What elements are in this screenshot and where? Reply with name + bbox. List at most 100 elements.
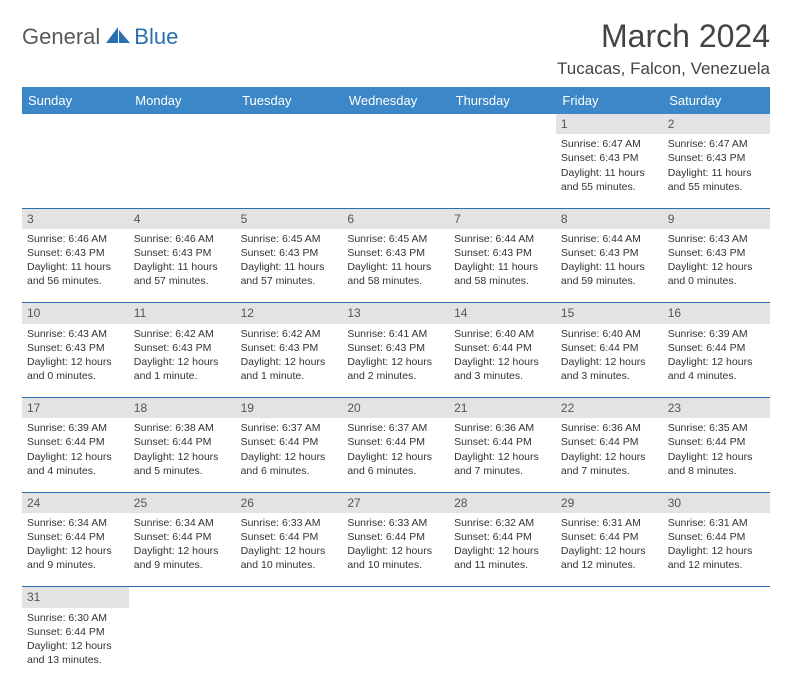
day-details: Sunrise: 6:37 AMSunset: 6:44 PMDaylight:… xyxy=(347,421,444,478)
day-number-cell: 24 xyxy=(22,492,129,513)
day-content-row: Sunrise: 6:34 AMSunset: 6:44 PMDaylight:… xyxy=(22,513,770,587)
day-details: Sunrise: 6:37 AMSunset: 6:44 PMDaylight:… xyxy=(241,421,338,478)
day-number-cell: 19 xyxy=(236,398,343,419)
day-number-cell xyxy=(129,587,236,608)
day-content-cell: Sunrise: 6:33 AMSunset: 6:44 PMDaylight:… xyxy=(236,513,343,587)
day-number-cell: 9 xyxy=(663,208,770,229)
day-number-cell: 13 xyxy=(342,303,449,324)
day-details: Sunrise: 6:45 AMSunset: 6:43 PMDaylight:… xyxy=(347,232,444,289)
day-details: Sunrise: 6:39 AMSunset: 6:44 PMDaylight:… xyxy=(27,421,124,478)
day-details: Sunrise: 6:31 AMSunset: 6:44 PMDaylight:… xyxy=(561,516,658,573)
day-content-cell: Sunrise: 6:36 AMSunset: 6:44 PMDaylight:… xyxy=(556,418,663,492)
day-content-cell: Sunrise: 6:43 AMSunset: 6:43 PMDaylight:… xyxy=(663,229,770,303)
day-number-cell: 17 xyxy=(22,398,129,419)
day-content-cell: Sunrise: 6:31 AMSunset: 6:44 PMDaylight:… xyxy=(663,513,770,587)
day-details: Sunrise: 6:36 AMSunset: 6:44 PMDaylight:… xyxy=(561,421,658,478)
day-details: Sunrise: 6:32 AMSunset: 6:44 PMDaylight:… xyxy=(454,516,551,573)
day-content-row: Sunrise: 6:47 AMSunset: 6:43 PMDaylight:… xyxy=(22,134,770,208)
day-number-cell: 23 xyxy=(663,398,770,419)
day-number-cell: 5 xyxy=(236,208,343,229)
day-number-cell: 21 xyxy=(449,398,556,419)
day-details: Sunrise: 6:34 AMSunset: 6:44 PMDaylight:… xyxy=(27,516,124,573)
brand-logo: General Blue xyxy=(22,24,178,50)
day-details: Sunrise: 6:33 AMSunset: 6:44 PMDaylight:… xyxy=(241,516,338,573)
day-content-cell: Sunrise: 6:35 AMSunset: 6:44 PMDaylight:… xyxy=(663,418,770,492)
day-number-cell xyxy=(449,587,556,608)
day-content-cell: Sunrise: 6:40 AMSunset: 6:44 PMDaylight:… xyxy=(449,324,556,398)
title-block: March 2024 Tucacas, Falcon, Venezuela xyxy=(557,18,770,79)
day-content-row: Sunrise: 6:46 AMSunset: 6:43 PMDaylight:… xyxy=(22,229,770,303)
day-number-cell xyxy=(449,114,556,134)
day-number-cell xyxy=(22,114,129,134)
day-content-cell: Sunrise: 6:38 AMSunset: 6:44 PMDaylight:… xyxy=(129,418,236,492)
day-number-cell xyxy=(342,114,449,134)
day-content-cell: Sunrise: 6:45 AMSunset: 6:43 PMDaylight:… xyxy=(342,229,449,303)
daynum-row: 24252627282930 xyxy=(22,492,770,513)
day-details: Sunrise: 6:47 AMSunset: 6:43 PMDaylight:… xyxy=(668,137,765,194)
day-number-cell: 18 xyxy=(129,398,236,419)
day-content-cell: Sunrise: 6:42 AMSunset: 6:43 PMDaylight:… xyxy=(236,324,343,398)
day-content-cell xyxy=(449,134,556,208)
day-content-cell xyxy=(342,608,449,682)
day-details: Sunrise: 6:36 AMSunset: 6:44 PMDaylight:… xyxy=(454,421,551,478)
day-number-cell xyxy=(236,114,343,134)
day-content-cell xyxy=(129,134,236,208)
day-number-cell: 27 xyxy=(342,492,449,513)
day-content-cell: Sunrise: 6:47 AMSunset: 6:43 PMDaylight:… xyxy=(663,134,770,208)
day-details: Sunrise: 6:42 AMSunset: 6:43 PMDaylight:… xyxy=(134,327,231,384)
day-content-cell: Sunrise: 6:43 AMSunset: 6:43 PMDaylight:… xyxy=(22,324,129,398)
daynum-row: 3456789 xyxy=(22,208,770,229)
day-content-cell: Sunrise: 6:36 AMSunset: 6:44 PMDaylight:… xyxy=(449,418,556,492)
day-content-cell: Sunrise: 6:46 AMSunset: 6:43 PMDaylight:… xyxy=(22,229,129,303)
day-number-cell: 4 xyxy=(129,208,236,229)
day-content-cell: Sunrise: 6:39 AMSunset: 6:44 PMDaylight:… xyxy=(663,324,770,398)
day-details: Sunrise: 6:30 AMSunset: 6:44 PMDaylight:… xyxy=(27,611,124,668)
weekday-header: Thursday xyxy=(449,87,556,114)
day-details: Sunrise: 6:42 AMSunset: 6:43 PMDaylight:… xyxy=(241,327,338,384)
day-details: Sunrise: 6:47 AMSunset: 6:43 PMDaylight:… xyxy=(561,137,658,194)
day-number-cell: 30 xyxy=(663,492,770,513)
day-number-cell xyxy=(663,587,770,608)
day-number-cell: 29 xyxy=(556,492,663,513)
weekday-header: Sunday xyxy=(22,87,129,114)
day-content-cell: Sunrise: 6:34 AMSunset: 6:44 PMDaylight:… xyxy=(129,513,236,587)
day-content-row: Sunrise: 6:43 AMSunset: 6:43 PMDaylight:… xyxy=(22,324,770,398)
day-content-cell: Sunrise: 6:33 AMSunset: 6:44 PMDaylight:… xyxy=(342,513,449,587)
daynum-row: 12 xyxy=(22,114,770,134)
day-number-cell: 22 xyxy=(556,398,663,419)
day-number-cell: 16 xyxy=(663,303,770,324)
day-content-cell: Sunrise: 6:46 AMSunset: 6:43 PMDaylight:… xyxy=(129,229,236,303)
day-number-cell: 31 xyxy=(22,587,129,608)
day-content-cell xyxy=(342,134,449,208)
day-number-cell xyxy=(342,587,449,608)
day-content-cell: Sunrise: 6:42 AMSunset: 6:43 PMDaylight:… xyxy=(129,324,236,398)
daynum-row: 31 xyxy=(22,587,770,608)
day-number-cell: 15 xyxy=(556,303,663,324)
day-content-cell: Sunrise: 6:31 AMSunset: 6:44 PMDaylight:… xyxy=(556,513,663,587)
daynum-row: 10111213141516 xyxy=(22,303,770,324)
day-number-cell: 11 xyxy=(129,303,236,324)
day-details: Sunrise: 6:44 AMSunset: 6:43 PMDaylight:… xyxy=(454,232,551,289)
day-content-cell xyxy=(449,608,556,682)
day-number-cell: 6 xyxy=(342,208,449,229)
day-content-cell: Sunrise: 6:37 AMSunset: 6:44 PMDaylight:… xyxy=(236,418,343,492)
day-content-cell xyxy=(556,608,663,682)
day-number-cell: 25 xyxy=(129,492,236,513)
weekday-header-row: Sunday Monday Tuesday Wednesday Thursday… xyxy=(22,87,770,114)
day-details: Sunrise: 6:40 AMSunset: 6:44 PMDaylight:… xyxy=(561,327,658,384)
day-number-cell: 10 xyxy=(22,303,129,324)
day-content-cell: Sunrise: 6:45 AMSunset: 6:43 PMDaylight:… xyxy=(236,229,343,303)
day-number-cell: 20 xyxy=(342,398,449,419)
month-title: March 2024 xyxy=(557,18,770,55)
day-number-cell: 1 xyxy=(556,114,663,134)
day-content-cell: Sunrise: 6:37 AMSunset: 6:44 PMDaylight:… xyxy=(342,418,449,492)
day-content-cell: Sunrise: 6:32 AMSunset: 6:44 PMDaylight:… xyxy=(449,513,556,587)
day-content-cell: Sunrise: 6:30 AMSunset: 6:44 PMDaylight:… xyxy=(22,608,129,682)
location-label: Tucacas, Falcon, Venezuela xyxy=(557,59,770,79)
sail-icon xyxy=(104,25,132,50)
daynum-row: 17181920212223 xyxy=(22,398,770,419)
day-details: Sunrise: 6:45 AMSunset: 6:43 PMDaylight:… xyxy=(241,232,338,289)
day-number-cell: 26 xyxy=(236,492,343,513)
page: General Blue March 2024 Tucacas, Falcon,… xyxy=(0,0,792,700)
day-content-cell: Sunrise: 6:39 AMSunset: 6:44 PMDaylight:… xyxy=(22,418,129,492)
